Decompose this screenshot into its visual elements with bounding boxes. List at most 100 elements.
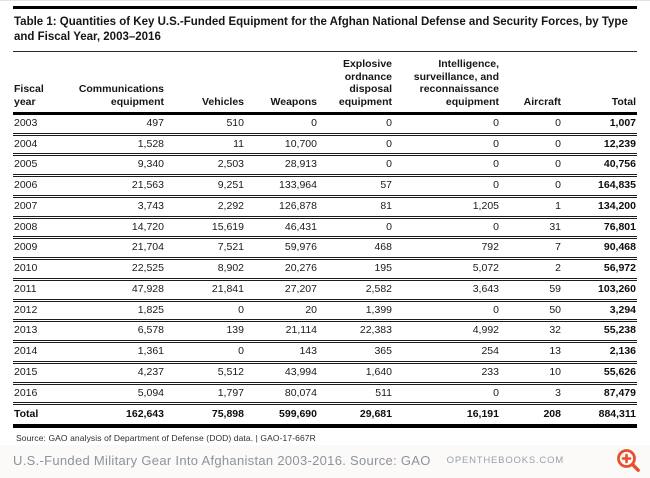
value-cell: 126,878 (245, 196, 318, 219)
value-cell: 233 (393, 362, 500, 385)
table-title: Table 1: Quantities of Key U.S.-Funded E… (14, 16, 628, 43)
value-cell: 0 (318, 154, 393, 178)
value-cell: 15,619 (165, 217, 245, 240)
value-cell: 3,643 (393, 279, 500, 302)
column-header: Total (562, 52, 637, 115)
value-cell: 0 (393, 113, 500, 136)
value-cell: 162,643 (59, 403, 165, 429)
fiscal-year-cell: 2003 (13, 113, 59, 136)
value-cell: 195 (318, 258, 393, 281)
value-cell: 1,007 (562, 113, 637, 136)
table-row: 2009 21,704 7,521 59,976 468 792 7 90,468 (13, 237, 637, 261)
value-cell: 254 (393, 341, 500, 364)
fiscal-year-cell: 2006 (13, 175, 59, 198)
value-cell: 468 (318, 237, 393, 261)
column-header: Communications equipment (59, 52, 165, 115)
fiscal-year-cell: Total (13, 403, 59, 429)
value-cell: 0 (393, 383, 500, 406)
value-cell: 21,563 (59, 175, 165, 198)
table-row: 2007 3,743 2,292 126,878 81 1,205 1 134,200 (13, 196, 637, 219)
value-cell: 21,114 (245, 320, 318, 344)
value-cell: 497 (59, 113, 165, 136)
column-header: Fiscal year (13, 52, 59, 115)
value-cell: 510 (165, 113, 245, 136)
fiscal-year-cell: 2008 (13, 217, 59, 240)
value-cell: 1,399 (318, 300, 393, 323)
table-row: 2016 5,094 1,797 80,074 511 0 3 87,479 (13, 383, 637, 406)
table-body: 2003 497 510 0 0 0 0 1,007 2004 1,528 11 10,700 0 0 0 1… (13, 113, 637, 406)
watermark: OPENTHEBOOKS.COM (446, 455, 564, 466)
value-cell: 13 (500, 341, 562, 364)
zoom-in-button[interactable] (614, 447, 642, 475)
value-cell: 103,260 (562, 279, 637, 302)
caption-bar: U.S.-Funded Military Gear Into Afghanist… (0, 445, 650, 478)
value-cell: 884,311 (562, 403, 637, 429)
value-cell: 0 (500, 175, 562, 198)
equipment-table: Fiscal year Communications equipment Vehic… (13, 52, 637, 429)
value-cell: 1,205 (393, 196, 500, 219)
value-cell: 22,383 (318, 320, 393, 344)
value-cell: 10,700 (245, 134, 318, 157)
value-cell: 134,200 (562, 196, 637, 219)
fiscal-year-cell: 2007 (13, 196, 59, 219)
value-cell: 56,972 (562, 258, 637, 281)
value-cell: 76,801 (562, 217, 637, 240)
value-cell: 28,913 (245, 154, 318, 178)
column-header: Aircraft (500, 52, 562, 115)
value-cell: 1,528 (59, 134, 165, 157)
value-cell: 3,743 (59, 196, 165, 219)
value-cell: 29,681 (318, 403, 393, 429)
table-total: Total 162,643 75,898 599,690 29,681 16,191 208… (13, 403, 637, 429)
value-cell: 0 (393, 217, 500, 240)
value-cell: 0 (500, 113, 562, 136)
table-row: 2006 21,563 9,251 133,964 57 0 0 164,835 (13, 175, 637, 198)
value-cell: 1,640 (318, 362, 393, 385)
value-cell: 11 (165, 134, 245, 157)
value-cell: 3 (500, 383, 562, 406)
value-cell: 80,074 (245, 383, 318, 406)
column-header: Vehicles (165, 52, 245, 115)
value-cell: 10 (500, 362, 562, 385)
value-cell: 21,841 (165, 279, 245, 302)
title-rule (13, 51, 637, 53)
source-note: Source: GAO analysis of Department of De… (16, 433, 316, 444)
header-row: Fiscal year Communications equipment Vehic… (13, 52, 637, 115)
value-cell: 20 (245, 300, 318, 323)
value-cell: 133,964 (245, 175, 318, 198)
value-cell: 2,136 (562, 341, 637, 364)
value-cell: 0 (165, 341, 245, 364)
value-cell: 4,992 (393, 320, 500, 344)
value-cell: 4,237 (59, 362, 165, 385)
value-cell: 0 (245, 113, 318, 136)
value-cell: 3,294 (562, 300, 637, 323)
table-row: 2008 14,720 15,619 46,431 0 0 31 76,801 (13, 217, 637, 240)
fiscal-year-cell: 2015 (13, 362, 59, 385)
value-cell: 6,578 (59, 320, 165, 344)
table-row: 2014 1,361 0 143 365 254 13 2,136 (13, 341, 637, 364)
value-cell: 50 (500, 300, 562, 323)
column-header: Intelligence, surveillance, and reconnai… (393, 52, 500, 115)
value-cell: 0 (318, 134, 393, 157)
value-cell: 46,431 (245, 217, 318, 240)
value-cell: 9,340 (59, 154, 165, 178)
fiscal-year-cell: 2016 (13, 383, 59, 406)
total-row: Total 162,643 75,898 599,690 29,681 16,191 208… (13, 403, 637, 429)
value-cell: 143 (245, 341, 318, 364)
fiscal-year-cell: 2010 (13, 258, 59, 281)
value-cell: 27,207 (245, 279, 318, 302)
value-cell: 5,072 (393, 258, 500, 281)
value-cell: 47,928 (59, 279, 165, 302)
top-rule (13, 6, 637, 9)
fiscal-year-cell: 2014 (13, 341, 59, 364)
value-cell: 8,902 (165, 258, 245, 281)
value-cell: 0 (393, 300, 500, 323)
value-cell: 2 (500, 258, 562, 281)
value-cell: 0 (393, 154, 500, 178)
value-cell: 0 (393, 175, 500, 198)
value-cell: 57 (318, 175, 393, 198)
value-cell: 2,503 (165, 154, 245, 178)
table-row: 2005 9,340 2,503 28,913 0 0 0 40,756 (13, 154, 637, 178)
value-cell: 164,835 (562, 175, 637, 198)
value-cell: 5,094 (59, 383, 165, 406)
